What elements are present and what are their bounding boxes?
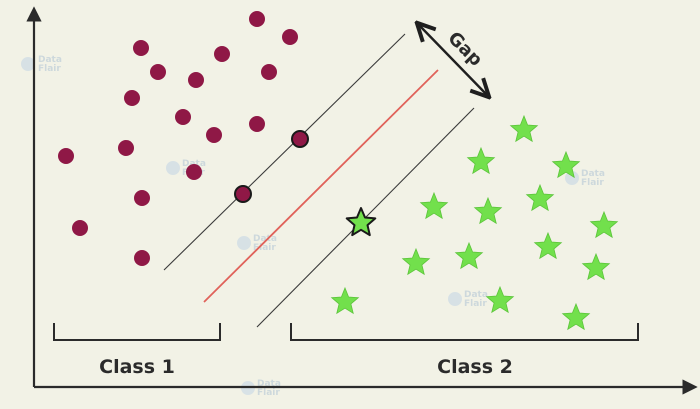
watermark-logos: Data Flair Data Flair Data Flair Data Fl… xyxy=(21,55,605,398)
class1-point xyxy=(186,164,202,180)
watermark-logo: Data Flair xyxy=(241,379,281,398)
watermark-logo: Data Flair xyxy=(448,290,488,309)
class2-point xyxy=(525,183,555,212)
class1-point xyxy=(150,64,166,80)
support-vector-circle xyxy=(234,185,252,203)
class1-support-vectors xyxy=(234,130,309,203)
gap-arrow xyxy=(418,24,488,96)
support-vector-star xyxy=(345,207,377,237)
class1-points xyxy=(58,11,298,266)
class1-point xyxy=(58,148,74,164)
class1-bracket xyxy=(53,323,221,341)
watermark-subtext: Flair xyxy=(464,299,487,309)
gap-label: Gap xyxy=(443,28,486,71)
class1-point xyxy=(188,72,204,88)
class2-label: Class 2 xyxy=(437,356,513,378)
watermark-text: Data xyxy=(38,55,62,65)
watermark-logo: Data Flair xyxy=(21,55,62,74)
class2-point xyxy=(533,231,563,260)
watermark-logo: Data Flair xyxy=(565,169,605,188)
watermark-text: Data xyxy=(464,290,488,300)
class2-point xyxy=(419,191,449,220)
class2-point xyxy=(581,252,611,281)
class2-point xyxy=(466,146,496,175)
class2-point xyxy=(401,247,431,276)
class1-point xyxy=(72,220,88,236)
class1-point xyxy=(134,190,150,206)
class2-point xyxy=(509,114,539,143)
class2-point xyxy=(454,241,484,270)
class2-bracket xyxy=(290,323,639,341)
class2-points xyxy=(330,114,619,331)
watermark-logo: Data Flair xyxy=(237,234,277,253)
support-vector-circle xyxy=(291,130,309,148)
class2-point xyxy=(561,302,591,331)
watermark-subtext: Flair xyxy=(38,64,61,74)
class2-point xyxy=(473,196,503,225)
class1-point xyxy=(249,11,265,27)
class1-point xyxy=(249,116,265,132)
class1-point xyxy=(214,46,230,62)
hyperplane-line xyxy=(203,69,439,303)
watermark-text: Data xyxy=(253,234,277,244)
class2-point xyxy=(485,285,515,314)
class1-point xyxy=(133,40,149,56)
class1-point xyxy=(134,250,150,266)
upper-margin-line xyxy=(163,33,406,271)
watermark-subtext: Flair xyxy=(257,388,280,398)
class1-point xyxy=(282,29,298,45)
class1-label: Class 1 xyxy=(99,356,175,378)
watermark-text: Data xyxy=(581,169,605,179)
class2-point xyxy=(551,150,581,179)
watermark-subtext: Flair xyxy=(253,243,276,253)
class2-point xyxy=(589,210,619,239)
watermark-text: Data xyxy=(182,159,206,169)
class1-point xyxy=(206,127,222,143)
class1-point xyxy=(261,64,277,80)
class1-point xyxy=(124,90,140,106)
watermark-subtext: Flair xyxy=(581,178,604,188)
class1-point xyxy=(175,109,191,125)
class1-point xyxy=(118,140,134,156)
class2-point xyxy=(330,286,360,315)
watermark-text: Data xyxy=(257,379,281,389)
